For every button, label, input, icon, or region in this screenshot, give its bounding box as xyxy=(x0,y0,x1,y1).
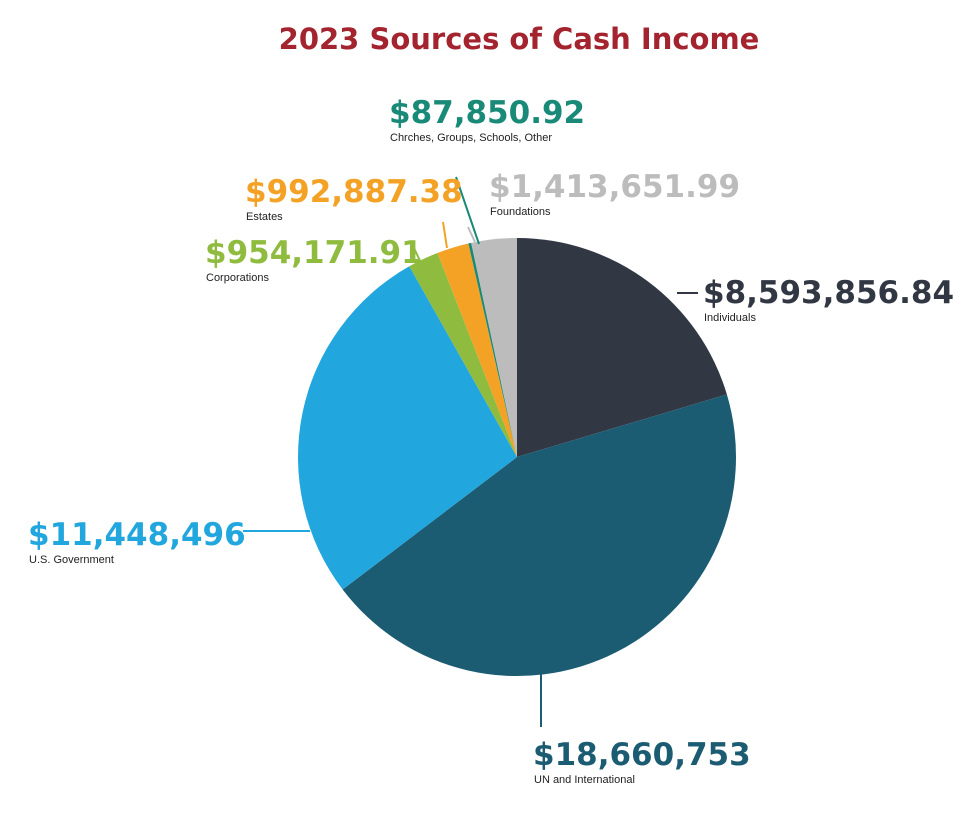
category-label-estates: Estates xyxy=(246,211,283,223)
leader-line-chrches-groups-schools-other xyxy=(455,176,480,245)
data-label-individuals: $8,593,856.84 xyxy=(703,275,954,311)
pie-slice-individuals xyxy=(517,238,727,457)
data-label-chrches-groups-schools-other: $87,850.92 xyxy=(389,95,585,131)
data-label-corporations: $954,171.91 xyxy=(205,235,423,271)
leader-line-corporations xyxy=(413,247,422,264)
pie-slice-corporations xyxy=(409,252,517,457)
data-label-un-and-international: $18,660,753 xyxy=(533,737,751,773)
pie-slice-estates xyxy=(437,243,517,457)
category-label-individuals: Individuals xyxy=(704,312,756,324)
category-label-un-and-international: UN and International xyxy=(534,774,635,786)
category-label-chrches-groups-schools-other: Chrches, Groups, Schools, Other xyxy=(390,132,552,144)
category-label-foundations: Foundations xyxy=(490,206,551,218)
data-label-foundations: $1,413,651.99 xyxy=(489,169,740,205)
pie-slice-un-and-international xyxy=(342,394,736,676)
pie-slice-foundations xyxy=(471,238,517,457)
leader-line-estates xyxy=(442,221,448,249)
chart-title: 2023 Sources of Cash Income xyxy=(279,22,760,56)
data-label-u-s-government: $11,448,496 xyxy=(28,517,246,553)
leader-line-foundations xyxy=(467,226,476,243)
pie-slice-chrches-groups-schools-other xyxy=(468,242,517,457)
pie-slices xyxy=(298,238,736,676)
leader-lines xyxy=(243,176,698,727)
category-label-u-s-government: U.S. Government xyxy=(29,554,114,566)
data-label-estates: $992,887.38 xyxy=(245,174,463,210)
pie-slice-u-s-government xyxy=(298,266,517,590)
category-label-corporations: Corporations xyxy=(206,272,269,284)
